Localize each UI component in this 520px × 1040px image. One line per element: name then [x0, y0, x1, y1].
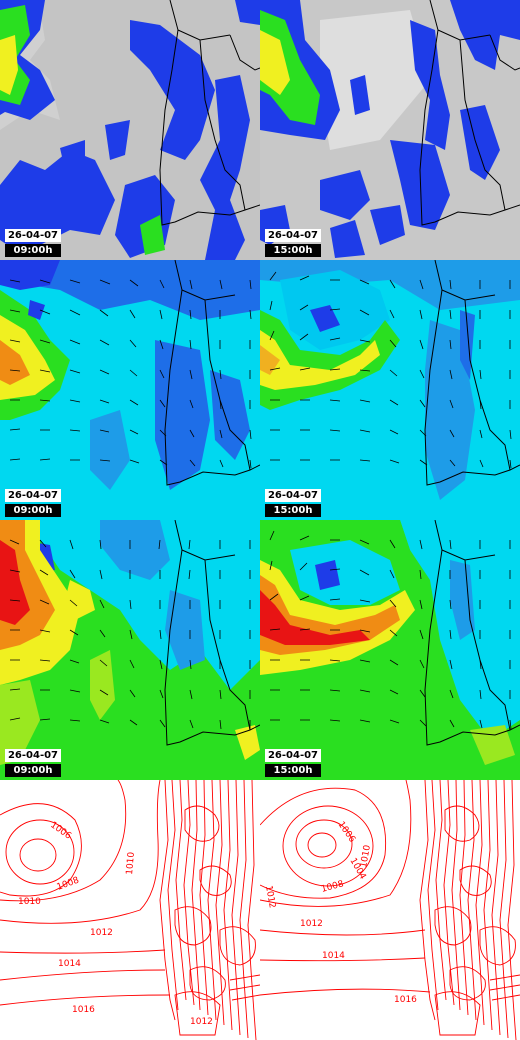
isobar-map-svg: 1006 1008 1010 1010 1012 1014 1016 1012	[0, 780, 260, 1040]
timestamp-label: 26-04-07 15:00h	[265, 229, 321, 257]
timestamp-label: 26-04-07 09:00h	[5, 749, 61, 777]
date-label: 26-04-07	[265, 749, 321, 762]
timestamp-label: 26-04-07 15:00h	[265, 489, 321, 517]
wind-map-low-1500: 26-04-07 15:00h	[260, 260, 520, 520]
wind-map-svg	[260, 520, 520, 780]
time-label: 15:00h	[265, 504, 321, 517]
isobar-label: 1010	[359, 844, 373, 869]
isobar-label: 1012	[190, 1017, 213, 1027]
isobar-label: 1016	[394, 995, 417, 1005]
isobar-label: 1012	[300, 919, 323, 929]
cloud-map-svg	[0, 0, 260, 260]
date-label: 26-04-07	[5, 749, 61, 762]
wind-map-high-1500: 26-04-07 15:00h	[260, 520, 520, 780]
timestamp-label: 26-04-07 15:00h	[265, 749, 321, 777]
time-label: 15:00h	[265, 244, 321, 257]
wind-map-high-0900: 26-04-07 09:00h	[0, 520, 260, 780]
time-label: 09:00h	[5, 764, 61, 777]
time-label: 09:00h	[5, 504, 61, 517]
cloud-map-1500: 26-04-07 15:00h	[260, 0, 520, 260]
isobar-label: 1014	[58, 959, 81, 969]
pressure-map-left: 1006 1008 1010 1010 1012 1014 1016 1012	[0, 780, 260, 1040]
time-label: 15:00h	[265, 764, 321, 777]
cloud-map-svg	[260, 0, 520, 260]
wind-map-svg	[260, 260, 520, 520]
cloud-map-0900: 26-04-07 09:00h	[0, 0, 260, 260]
date-label: 26-04-07	[265, 489, 321, 502]
timestamp-label: 26-04-07 09:00h	[5, 489, 61, 517]
isobar-label: 1012	[90, 928, 113, 938]
wind-map-low-0900: 26-04-07 09:00h	[0, 260, 260, 520]
isobar-label: 1014	[322, 951, 345, 961]
wind-map-svg	[0, 520, 260, 780]
wind-map-svg	[0, 260, 260, 520]
isobar-label: 1010	[18, 897, 41, 907]
timestamp-label: 26-04-07 09:00h	[5, 229, 61, 257]
time-label: 09:00h	[5, 244, 61, 257]
date-label: 26-04-07	[5, 229, 61, 242]
date-label: 26-04-07	[5, 489, 61, 502]
isobar-map-svg: 1006 1004 1008 1010 1012 1012 1014 1016	[260, 780, 520, 1040]
isobar-label: 1012	[263, 885, 277, 909]
date-label: 26-04-07	[265, 229, 321, 242]
pressure-map-right: 1006 1004 1008 1010 1012 1012 1014 1016	[260, 780, 520, 1040]
isobar-label: 1016	[72, 1005, 95, 1015]
isobar-label: 1010	[125, 851, 137, 875]
